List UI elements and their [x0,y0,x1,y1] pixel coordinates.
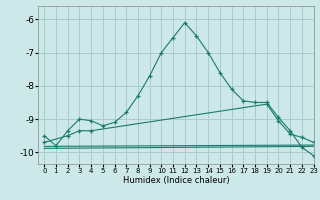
X-axis label: Humidex (Indice chaleur): Humidex (Indice chaleur) [123,176,229,185]
